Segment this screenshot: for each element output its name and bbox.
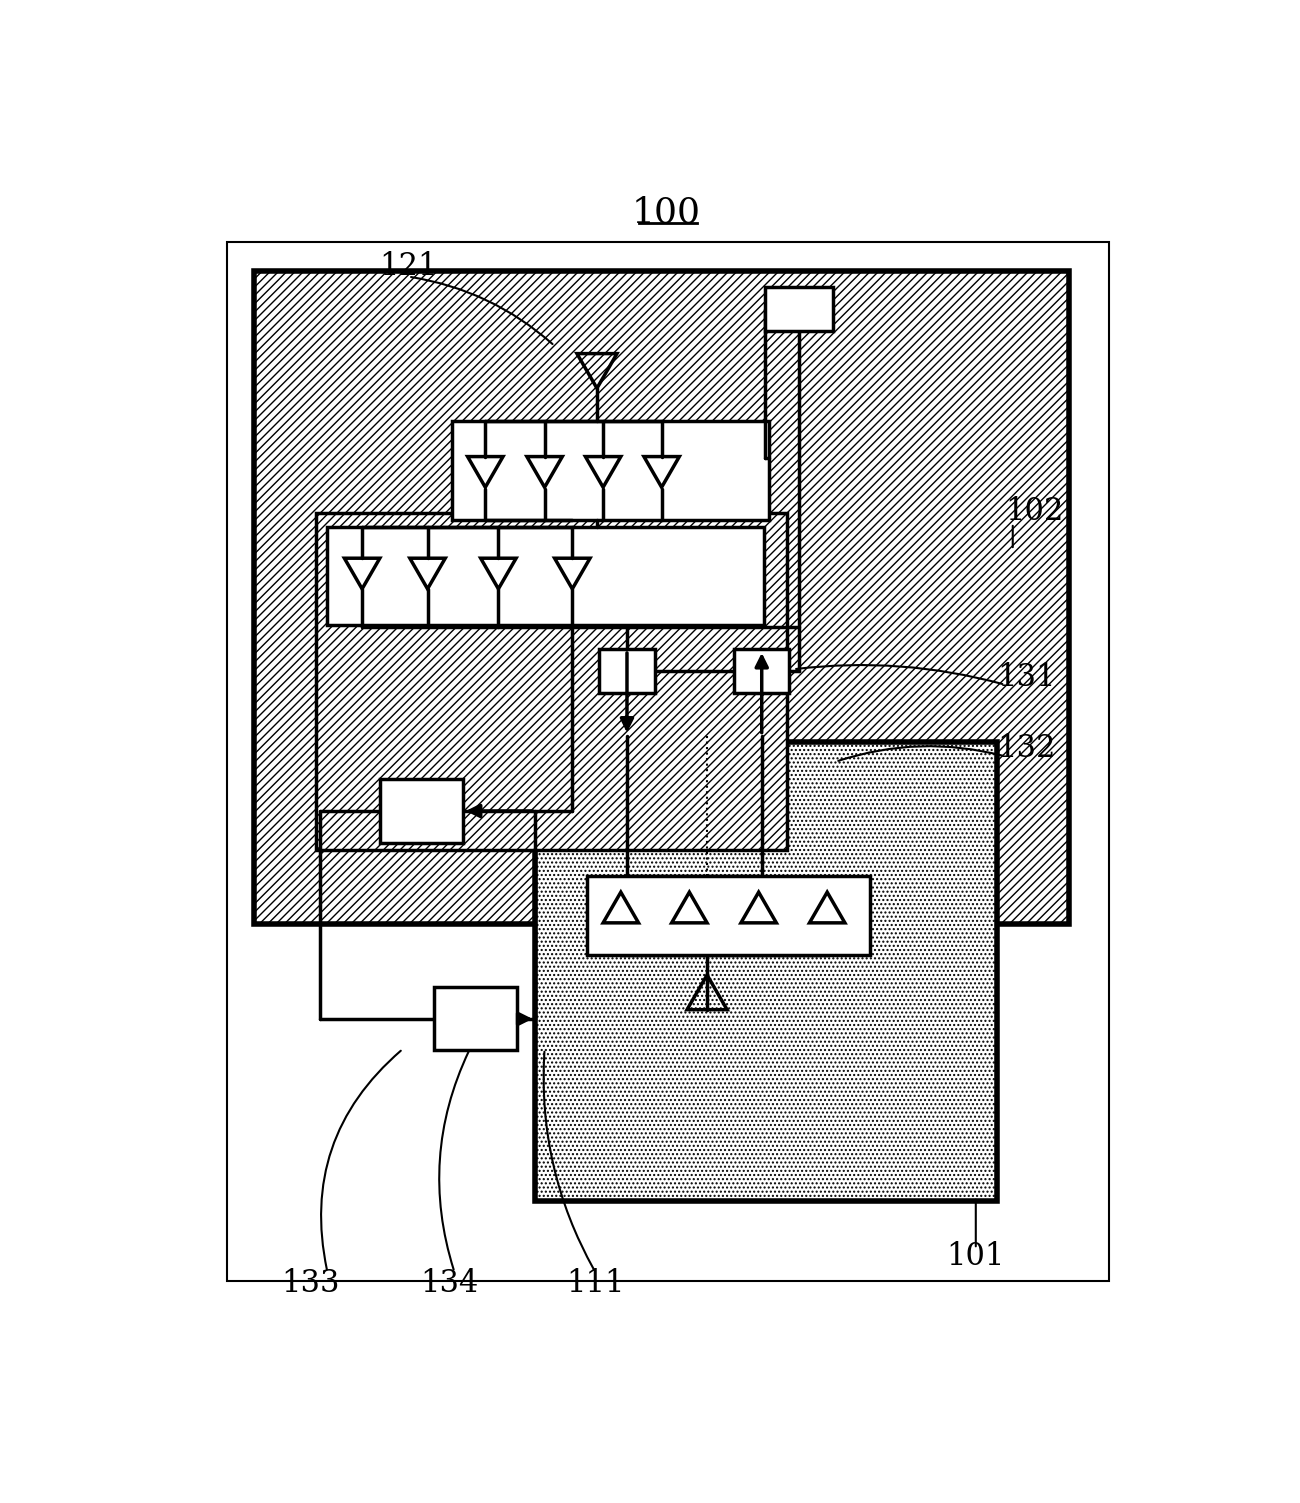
Bar [536,742,997,1201]
Text: 134: 134 [420,1267,478,1299]
Bar [434,987,517,1051]
Text: 100: 100 [632,195,701,230]
Bar [452,421,770,520]
Bar [599,648,655,693]
Bar [764,287,832,331]
Text: 102: 102 [1005,496,1063,528]
Bar [328,528,764,625]
Text: 133: 133 [281,1267,339,1299]
Bar [255,271,1069,924]
Bar [227,242,1109,1282]
Text: 121: 121 [380,251,438,283]
Text: 101: 101 [946,1241,1005,1273]
Bar [734,648,789,693]
Bar [380,780,463,843]
Text: 132: 132 [997,733,1056,764]
Text: 111: 111 [567,1267,625,1299]
Text: 131: 131 [997,661,1056,693]
Bar [586,876,870,954]
Bar [316,513,786,851]
